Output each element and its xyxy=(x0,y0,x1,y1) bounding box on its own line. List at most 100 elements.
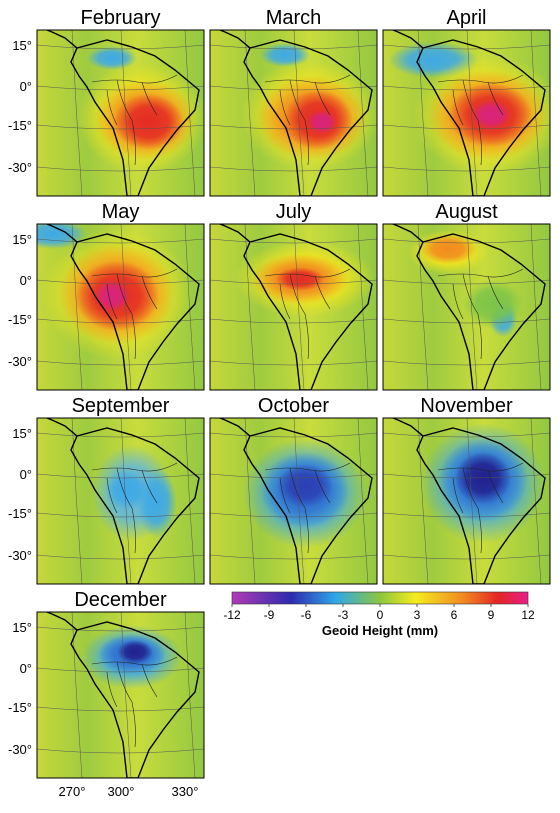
graticule xyxy=(37,360,204,366)
map-panel xyxy=(210,30,377,196)
rivers xyxy=(91,268,178,360)
graticule xyxy=(293,30,305,196)
graticule xyxy=(37,279,204,285)
graticule xyxy=(37,44,204,50)
lat-label: 15° xyxy=(12,38,32,53)
graticule xyxy=(37,318,204,324)
lat-label: -15° xyxy=(8,506,32,521)
rivers xyxy=(437,462,524,554)
coastline xyxy=(391,418,546,584)
graticule xyxy=(184,224,196,390)
graticule xyxy=(37,85,204,91)
anomaly xyxy=(87,46,137,70)
panel-title: November xyxy=(420,395,513,417)
map-panel xyxy=(383,418,550,584)
graticule xyxy=(383,44,550,50)
panel-title: July xyxy=(276,201,312,223)
graticule xyxy=(37,124,204,130)
lat-label: 15° xyxy=(12,232,32,247)
coastline xyxy=(45,224,200,390)
panel-frame xyxy=(209,223,378,391)
panel-title: May xyxy=(102,201,140,223)
graticule xyxy=(37,706,204,712)
lat-label: -30° xyxy=(8,160,32,175)
rivers xyxy=(91,656,178,748)
graticule xyxy=(184,612,196,778)
graticule xyxy=(37,626,204,632)
rivers xyxy=(437,268,524,360)
panel-frame xyxy=(209,417,378,585)
graticule xyxy=(383,432,550,438)
coastline xyxy=(218,30,373,196)
anomaly xyxy=(420,234,476,264)
graticule xyxy=(466,418,478,584)
graticule xyxy=(244,30,256,196)
coastline xyxy=(218,224,373,390)
map-panel xyxy=(37,224,204,390)
graticule xyxy=(383,124,550,130)
graticule xyxy=(357,224,369,390)
rivers xyxy=(91,74,178,166)
coastline xyxy=(391,224,546,390)
coastline xyxy=(45,418,200,584)
coastline xyxy=(391,30,546,196)
lat-label: -15° xyxy=(8,118,32,133)
map-panel xyxy=(383,224,550,390)
graticule xyxy=(37,748,204,754)
graticule xyxy=(210,85,377,91)
rivers xyxy=(91,462,178,554)
anomaly xyxy=(463,279,523,329)
rivers xyxy=(437,74,524,166)
rivers xyxy=(264,462,351,554)
graticule xyxy=(530,30,542,196)
graticule xyxy=(530,418,542,584)
graticule xyxy=(210,554,377,560)
map-panel xyxy=(37,418,204,584)
graticule xyxy=(244,224,256,390)
graticule xyxy=(71,224,83,390)
colorbar xyxy=(231,591,529,605)
coastline xyxy=(218,418,373,584)
map-panel xyxy=(37,612,204,778)
graticule xyxy=(357,418,369,584)
coastline xyxy=(45,612,200,778)
anomaly xyxy=(275,267,325,291)
graticule xyxy=(417,224,429,390)
lat-label: 0° xyxy=(20,273,32,288)
panel-title: August xyxy=(435,201,498,223)
rivers xyxy=(264,268,351,360)
panel-frame xyxy=(36,611,205,779)
map-panel xyxy=(383,30,550,196)
colorbar-label: Geoid Height (mm) xyxy=(322,623,438,638)
graticule xyxy=(37,432,204,438)
colorbar-tick-label: -9 xyxy=(264,608,275,622)
graticule xyxy=(293,224,305,390)
graticule xyxy=(466,30,478,196)
graticule xyxy=(71,612,83,778)
graticule xyxy=(383,279,550,285)
anomaly xyxy=(277,464,333,508)
lon-label: 270° xyxy=(59,784,86,799)
graticule xyxy=(417,418,429,584)
colorbar-tick-label: 0 xyxy=(377,608,384,622)
lat-label: 15° xyxy=(12,620,32,635)
graticule xyxy=(37,667,204,673)
colorbar-tick-label: 6 xyxy=(451,608,458,622)
graticule xyxy=(210,512,377,518)
graticule xyxy=(37,238,204,244)
colorbar-tick-label: -3 xyxy=(338,608,349,622)
graticule xyxy=(71,418,83,584)
graticule xyxy=(466,224,478,390)
graticule xyxy=(120,612,132,778)
graticule xyxy=(383,85,550,91)
panel-frame xyxy=(382,417,551,585)
panel-title: December xyxy=(74,589,167,611)
colorbar-tick-label: 9 xyxy=(488,608,495,622)
graticule xyxy=(357,30,369,196)
graticule xyxy=(530,224,542,390)
anomaly xyxy=(94,280,130,312)
graticule xyxy=(210,238,377,244)
anomaly xyxy=(307,110,337,134)
graticule xyxy=(383,512,550,518)
